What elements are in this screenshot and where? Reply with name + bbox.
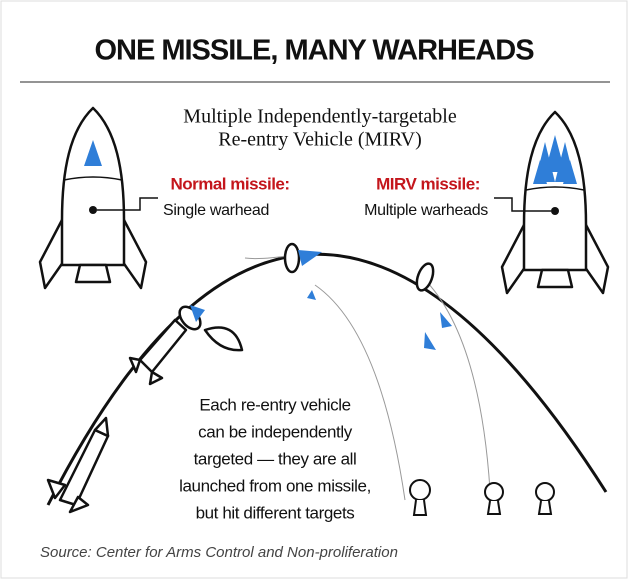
subtitle-line: Multiple Independently-targetable — [183, 106, 457, 128]
warheads — [307, 290, 452, 350]
normal-missile-icon — [40, 108, 146, 288]
page: {"title": "ONE MISSILE, MANY WARHEADS", … — [0, 0, 628, 579]
infographic: ONE MISSILE, MANY WARHEADS Multiple Inde… — [0, 0, 628, 579]
normal-text: Single warhead — [163, 202, 269, 219]
normal-heading: Normal missile: — [170, 174, 289, 193]
explosions — [410, 480, 554, 515]
first-stage — [48, 418, 108, 512]
note-line: but hit different targets — [196, 503, 355, 522]
second-stage — [130, 320, 242, 384]
note-line: targeted — they are all — [194, 449, 357, 468]
mirv-text: Multiple warheads — [364, 202, 488, 219]
source: Source: Center for Arms Control and Non-… — [40, 544, 398, 561]
subtitle-line: Re-entry Vehicle (MIRV) — [218, 129, 422, 151]
title: ONE MISSILE, MANY WARHEADS — [94, 35, 534, 67]
mirv-missile-icon — [502, 112, 608, 293]
note-line: Each re-entry vehicle — [199, 395, 350, 414]
note-line: can be independently — [198, 422, 353, 441]
mirv-heading: MIRV missile: — [376, 174, 480, 193]
note-line: launched from one missile, — [179, 476, 371, 495]
